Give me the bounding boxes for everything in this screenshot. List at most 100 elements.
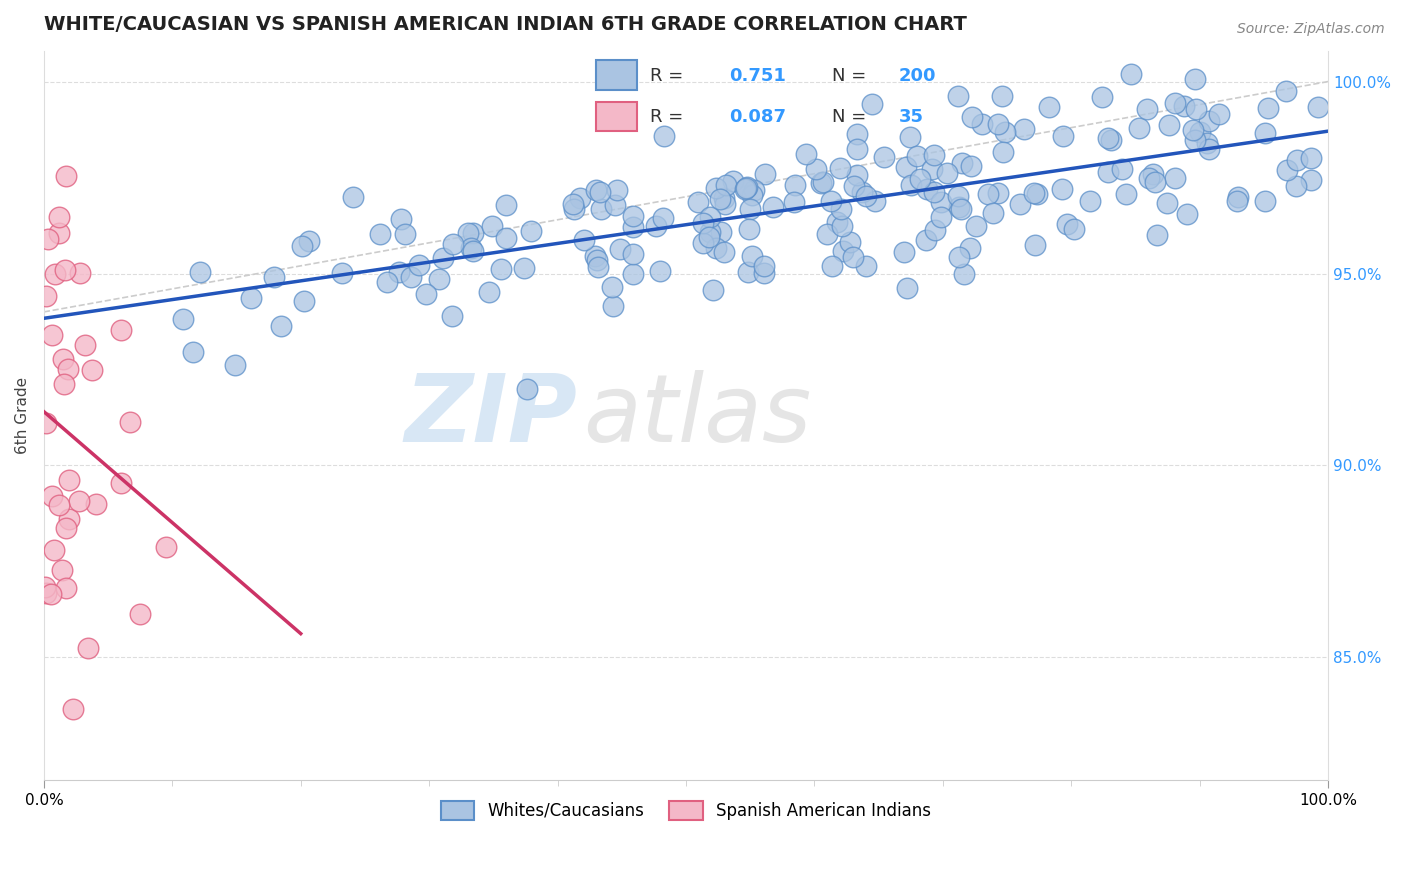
Point: [699, 230, 721, 244]
Point: [441, 236, 464, 251]
Point: [1050, 182, 1073, 196]
Point: [52, 351, 75, 366]
Point: [815, 227, 838, 241]
Point: [118, 415, 141, 429]
Point: [34, 580, 56, 594]
Point: [1156, 195, 1178, 210]
Point: [37, 231, 59, 245]
Point: [987, 186, 1010, 201]
Point: [1024, 238, 1046, 252]
Point: [650, 264, 672, 278]
Point: [714, 197, 737, 211]
Point: [959, 242, 981, 256]
Point: [1227, 190, 1250, 204]
Point: [900, 178, 922, 193]
Point: [1137, 171, 1160, 186]
Point: [806, 162, 828, 177]
Point: [1285, 153, 1308, 167]
Point: [399, 269, 422, 284]
Text: ZIP: ZIP: [404, 369, 576, 461]
Point: [855, 189, 877, 203]
Point: [953, 267, 976, 281]
Point: [495, 231, 517, 245]
Point: [1185, 102, 1208, 116]
Legend: Whites/Caucasians, Spanish American Indians: Whites/Caucasians, Spanish American Indi…: [434, 794, 938, 827]
Point: [1181, 122, 1204, 136]
Point: [600, 280, 623, 294]
Point: [110, 323, 132, 337]
Point: [1285, 179, 1308, 194]
Point: [842, 250, 865, 264]
FancyBboxPatch shape: [596, 102, 637, 131]
Point: [589, 202, 612, 217]
Point: [172, 312, 194, 326]
Point: [825, 215, 848, 229]
Point: [977, 187, 1000, 202]
Text: N =: N =: [832, 68, 872, 86]
Point: [710, 225, 733, 239]
Point: [62, 702, 84, 716]
Point: [893, 244, 915, 259]
Point: [606, 184, 628, 198]
Point: [1195, 136, 1218, 150]
Point: [44, 267, 66, 281]
Point: [692, 235, 714, 250]
Point: [894, 160, 917, 174]
Point: [110, 475, 132, 490]
Point: [831, 244, 853, 258]
Point: [1063, 222, 1085, 236]
Point: [1184, 71, 1206, 86]
Point: [605, 198, 627, 212]
Point: [84, 497, 107, 511]
Point: [831, 219, 853, 233]
Point: [1173, 99, 1195, 113]
Point: [609, 243, 631, 257]
Point: [224, 358, 246, 372]
Point: [48, 499, 70, 513]
Point: [855, 259, 877, 273]
Point: [714, 178, 737, 192]
Point: [495, 198, 517, 212]
Point: [1226, 194, 1249, 208]
Text: 200: 200: [898, 68, 936, 86]
Point: [181, 344, 204, 359]
Point: [692, 216, 714, 230]
Text: 35: 35: [898, 108, 924, 126]
Point: [478, 285, 501, 299]
Point: [645, 219, 668, 233]
Point: [586, 253, 609, 268]
Text: Source: ZipAtlas.com: Source: ZipAtlas.com: [1237, 22, 1385, 37]
Point: [457, 226, 479, 240]
Point: [1136, 102, 1159, 116]
Point: [394, 227, 416, 242]
Point: [950, 156, 973, 170]
Point: [922, 185, 945, 199]
Point: [1159, 118, 1181, 132]
Point: [564, 202, 586, 216]
Point: [56, 362, 79, 376]
Point: [1121, 67, 1143, 81]
Point: [863, 194, 886, 208]
Point: [53, 263, 76, 277]
Point: [821, 259, 844, 273]
Point: [948, 200, 970, 214]
Point: [652, 211, 675, 225]
Point: [1198, 113, 1220, 128]
Point: [1277, 163, 1299, 178]
Point: [987, 117, 1010, 131]
Point: [1254, 194, 1277, 208]
Point: [810, 176, 832, 190]
Point: [516, 382, 538, 396]
Point: [1253, 126, 1275, 140]
Point: [709, 192, 731, 206]
Point: [51, 562, 73, 576]
Point: [1091, 90, 1114, 104]
Point: [1275, 84, 1298, 98]
Point: [39, 587, 62, 601]
Point: [513, 261, 536, 276]
Point: [1208, 107, 1230, 121]
Point: [991, 89, 1014, 103]
Point: [1008, 196, 1031, 211]
Point: [794, 146, 817, 161]
Point: [589, 185, 612, 199]
